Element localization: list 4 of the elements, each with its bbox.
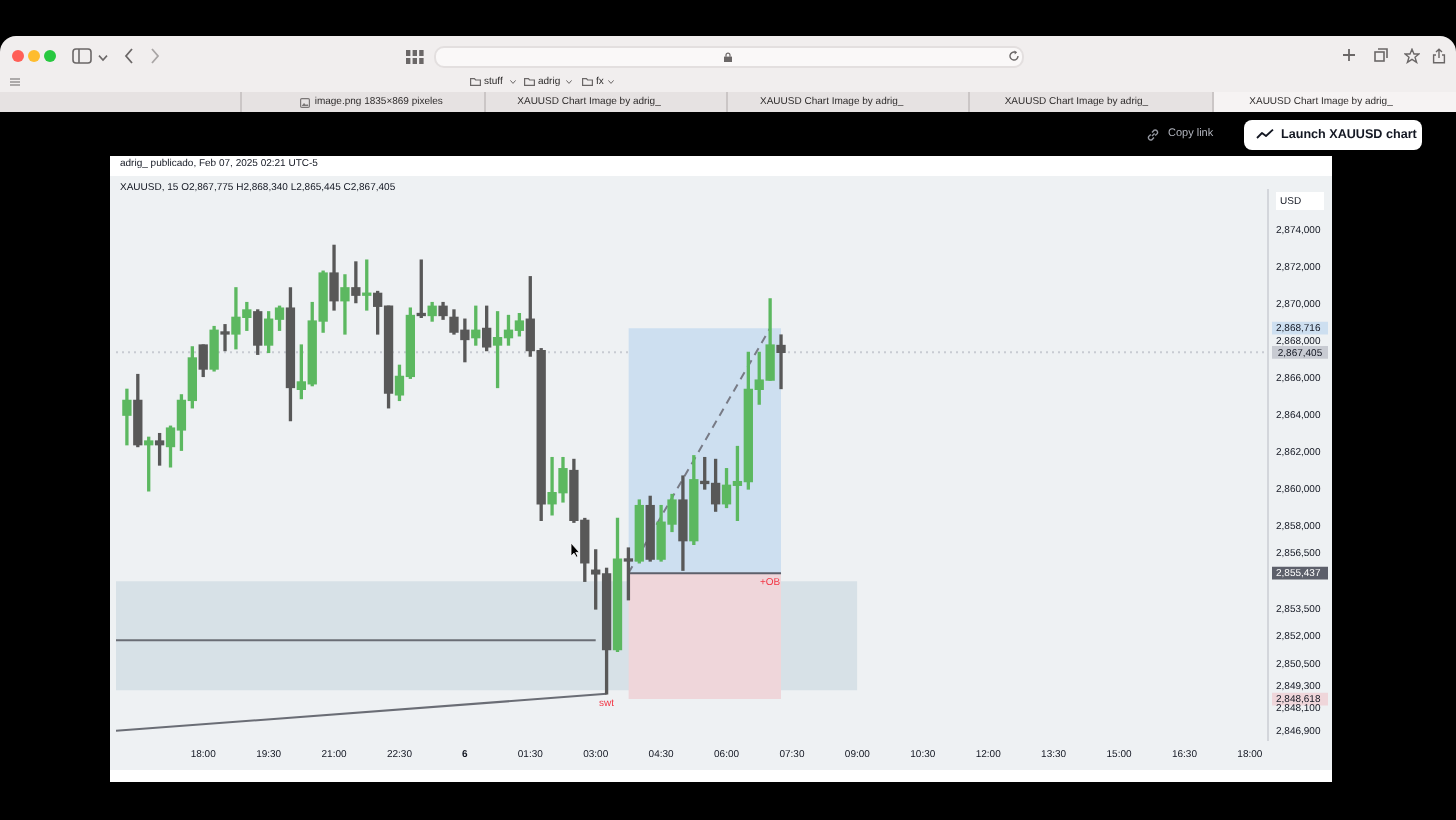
candlestick — [776, 334, 786, 390]
candlestick — [351, 261, 361, 304]
candlestick — [340, 274, 350, 335]
candlestick — [220, 324, 230, 352]
